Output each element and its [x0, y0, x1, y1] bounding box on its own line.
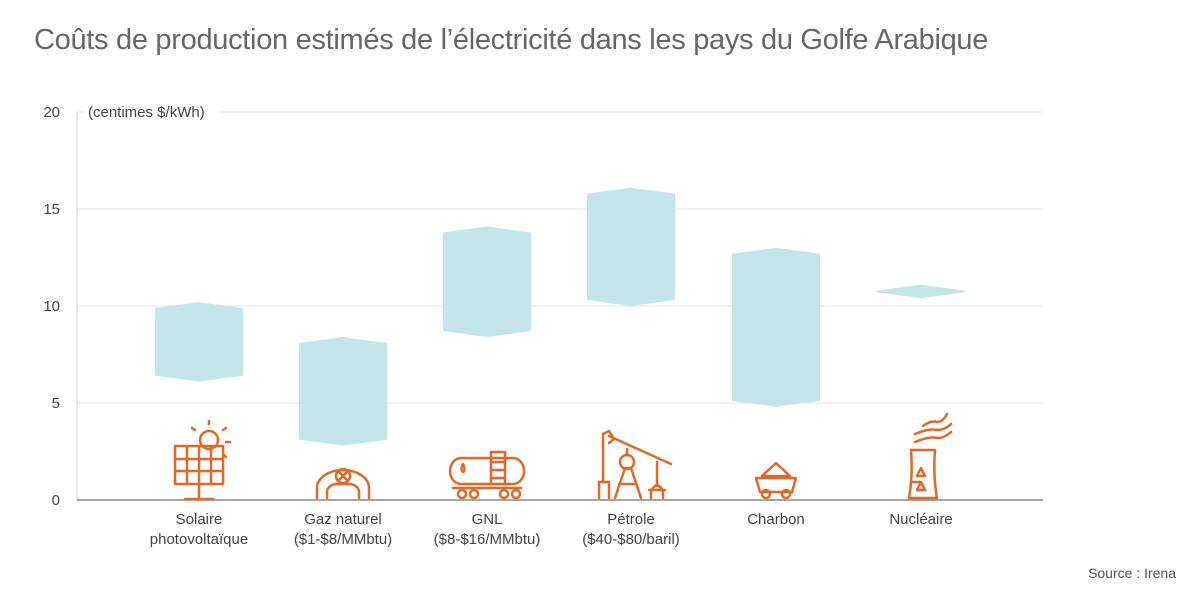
solar-panel-icon [173, 419, 232, 501]
range-bar [299, 337, 387, 446]
icon-stroke [460, 462, 466, 474]
icon-stroke [315, 468, 371, 500]
icon-stroke [754, 476, 798, 494]
icon-stroke [613, 466, 643, 500]
y-tick-label: 10 [43, 298, 60, 315]
source-note: Source : Irena [1088, 565, 1176, 581]
icon-stroke [190, 419, 232, 459]
icon-circle [198, 429, 220, 451]
nuclear-plant-icon [907, 412, 953, 500]
range-bar [443, 226, 531, 338]
gas-pipeline-icon [315, 467, 371, 500]
category-label: Gaz naturel [304, 511, 382, 528]
icon-stroke [760, 461, 792, 478]
category-label: GNL [472, 511, 503, 528]
category-label: Pétrole [607, 511, 655, 528]
y-tick-label: 0 [52, 492, 60, 509]
icon-stroke [913, 412, 953, 444]
y-axis-label: (centimes $/kWh) [88, 104, 205, 121]
icon-stroke [173, 444, 225, 486]
oil-pump-icon [597, 429, 673, 500]
coal-cart-icon [754, 461, 798, 500]
icon-circle [510, 488, 522, 500]
range-bar [732, 247, 820, 407]
icon-circle [498, 488, 510, 500]
y-tick-label: 20 [43, 104, 60, 121]
category-label: ($40-$80/baril) [582, 531, 680, 548]
icon-stroke [183, 482, 215, 501]
y-tick-label: 15 [43, 201, 60, 218]
icon-circle [456, 488, 468, 500]
category-label: ($8-$16/MMbtu) [434, 531, 541, 548]
icon-stroke [647, 460, 667, 500]
icon-circle [780, 488, 792, 500]
icon-circle [760, 488, 772, 500]
icon-circle [468, 488, 480, 500]
range-bar [587, 187, 675, 306]
icon-stroke [489, 450, 507, 486]
range-bar [155, 302, 243, 382]
y-tick-label: 5 [52, 395, 60, 412]
icon-stroke [448, 456, 526, 486]
category-label: photovoltaïque [150, 531, 248, 548]
icon-stroke [597, 429, 616, 500]
icon-stroke [911, 466, 927, 492]
chart-title: Coûts de production estimés de l’électri… [34, 24, 989, 56]
icon-stroke [337, 470, 349, 482]
range-bar [877, 284, 965, 299]
icon-stroke [907, 448, 939, 500]
category-label: Solaire [176, 511, 223, 528]
y-label-bg [84, 100, 220, 122]
icon-stroke [607, 434, 673, 466]
lng-tanker-icon [448, 450, 526, 500]
category-label: ($1-$8/MMbtu) [294, 531, 392, 548]
category-label: Charbon [747, 511, 805, 528]
category-label: Nucléaire [889, 511, 952, 528]
